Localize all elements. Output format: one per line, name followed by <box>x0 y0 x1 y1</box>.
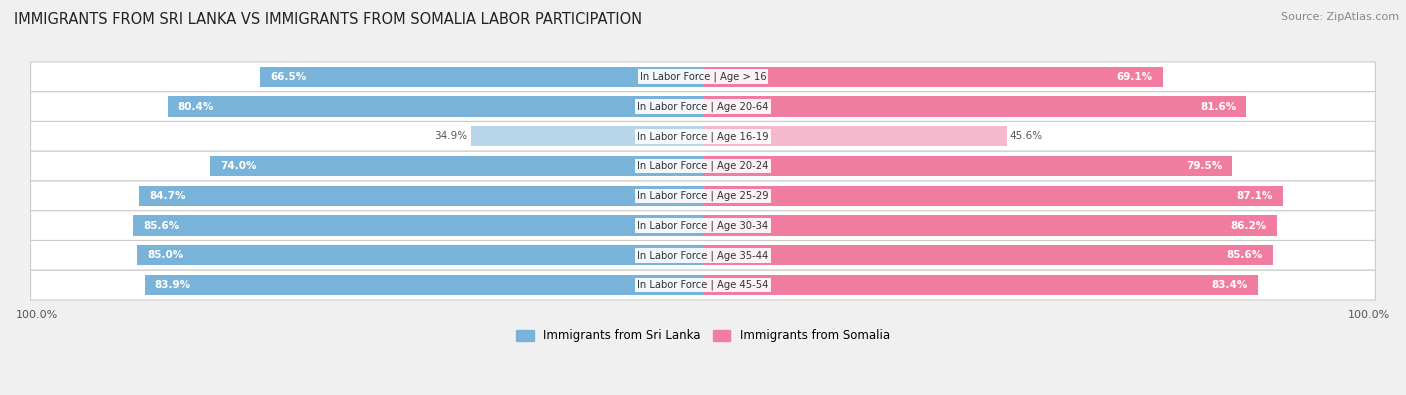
Text: 34.9%: 34.9% <box>434 132 467 141</box>
Text: 66.5%: 66.5% <box>270 72 307 82</box>
FancyBboxPatch shape <box>31 241 1375 270</box>
Bar <box>703 156 1232 176</box>
Bar <box>703 216 1277 236</box>
FancyBboxPatch shape <box>31 121 1375 151</box>
FancyBboxPatch shape <box>31 92 1375 121</box>
Bar <box>138 245 703 265</box>
FancyBboxPatch shape <box>31 62 1375 92</box>
Text: In Labor Force | Age > 16: In Labor Force | Age > 16 <box>640 71 766 82</box>
Text: 74.0%: 74.0% <box>221 161 257 171</box>
Text: In Labor Force | Age 16-19: In Labor Force | Age 16-19 <box>637 131 769 141</box>
Text: IMMIGRANTS FROM SRI LANKA VS IMMIGRANTS FROM SOMALIA LABOR PARTICIPATION: IMMIGRANTS FROM SRI LANKA VS IMMIGRANTS … <box>14 12 643 27</box>
FancyBboxPatch shape <box>31 270 1375 300</box>
Text: 69.1%: 69.1% <box>1116 72 1153 82</box>
FancyBboxPatch shape <box>31 151 1375 181</box>
Legend: Immigrants from Sri Lanka, Immigrants from Somalia: Immigrants from Sri Lanka, Immigrants fr… <box>512 325 894 347</box>
Bar <box>703 96 1246 117</box>
Text: 81.6%: 81.6% <box>1199 102 1236 111</box>
Bar <box>260 67 703 87</box>
Text: 83.9%: 83.9% <box>155 280 191 290</box>
Text: In Labor Force | Age 20-64: In Labor Force | Age 20-64 <box>637 102 769 112</box>
Bar <box>703 67 1163 87</box>
Bar <box>211 156 703 176</box>
Bar <box>703 126 1007 147</box>
Bar <box>134 216 703 236</box>
Bar <box>703 186 1282 206</box>
Bar <box>471 126 703 147</box>
Text: 85.6%: 85.6% <box>143 221 180 231</box>
Text: 84.7%: 84.7% <box>149 191 186 201</box>
Text: 83.4%: 83.4% <box>1212 280 1249 290</box>
Text: 79.5%: 79.5% <box>1185 161 1222 171</box>
Text: In Labor Force | Age 25-29: In Labor Force | Age 25-29 <box>637 191 769 201</box>
Bar <box>139 186 703 206</box>
Bar <box>167 96 703 117</box>
Text: 86.2%: 86.2% <box>1230 221 1267 231</box>
Text: 80.4%: 80.4% <box>177 102 214 111</box>
Text: 87.1%: 87.1% <box>1236 191 1272 201</box>
Text: In Labor Force | Age 35-44: In Labor Force | Age 35-44 <box>637 250 769 261</box>
Bar <box>145 275 703 295</box>
Text: Source: ZipAtlas.com: Source: ZipAtlas.com <box>1281 12 1399 22</box>
Text: 85.6%: 85.6% <box>1226 250 1263 260</box>
Bar <box>703 245 1272 265</box>
FancyBboxPatch shape <box>31 181 1375 211</box>
FancyBboxPatch shape <box>31 211 1375 241</box>
Text: 85.0%: 85.0% <box>148 250 183 260</box>
Text: 45.6%: 45.6% <box>1010 132 1043 141</box>
Bar <box>703 275 1258 295</box>
Text: In Labor Force | Age 45-54: In Labor Force | Age 45-54 <box>637 280 769 290</box>
Text: In Labor Force | Age 30-34: In Labor Force | Age 30-34 <box>637 220 769 231</box>
Text: In Labor Force | Age 20-24: In Labor Force | Age 20-24 <box>637 161 769 171</box>
